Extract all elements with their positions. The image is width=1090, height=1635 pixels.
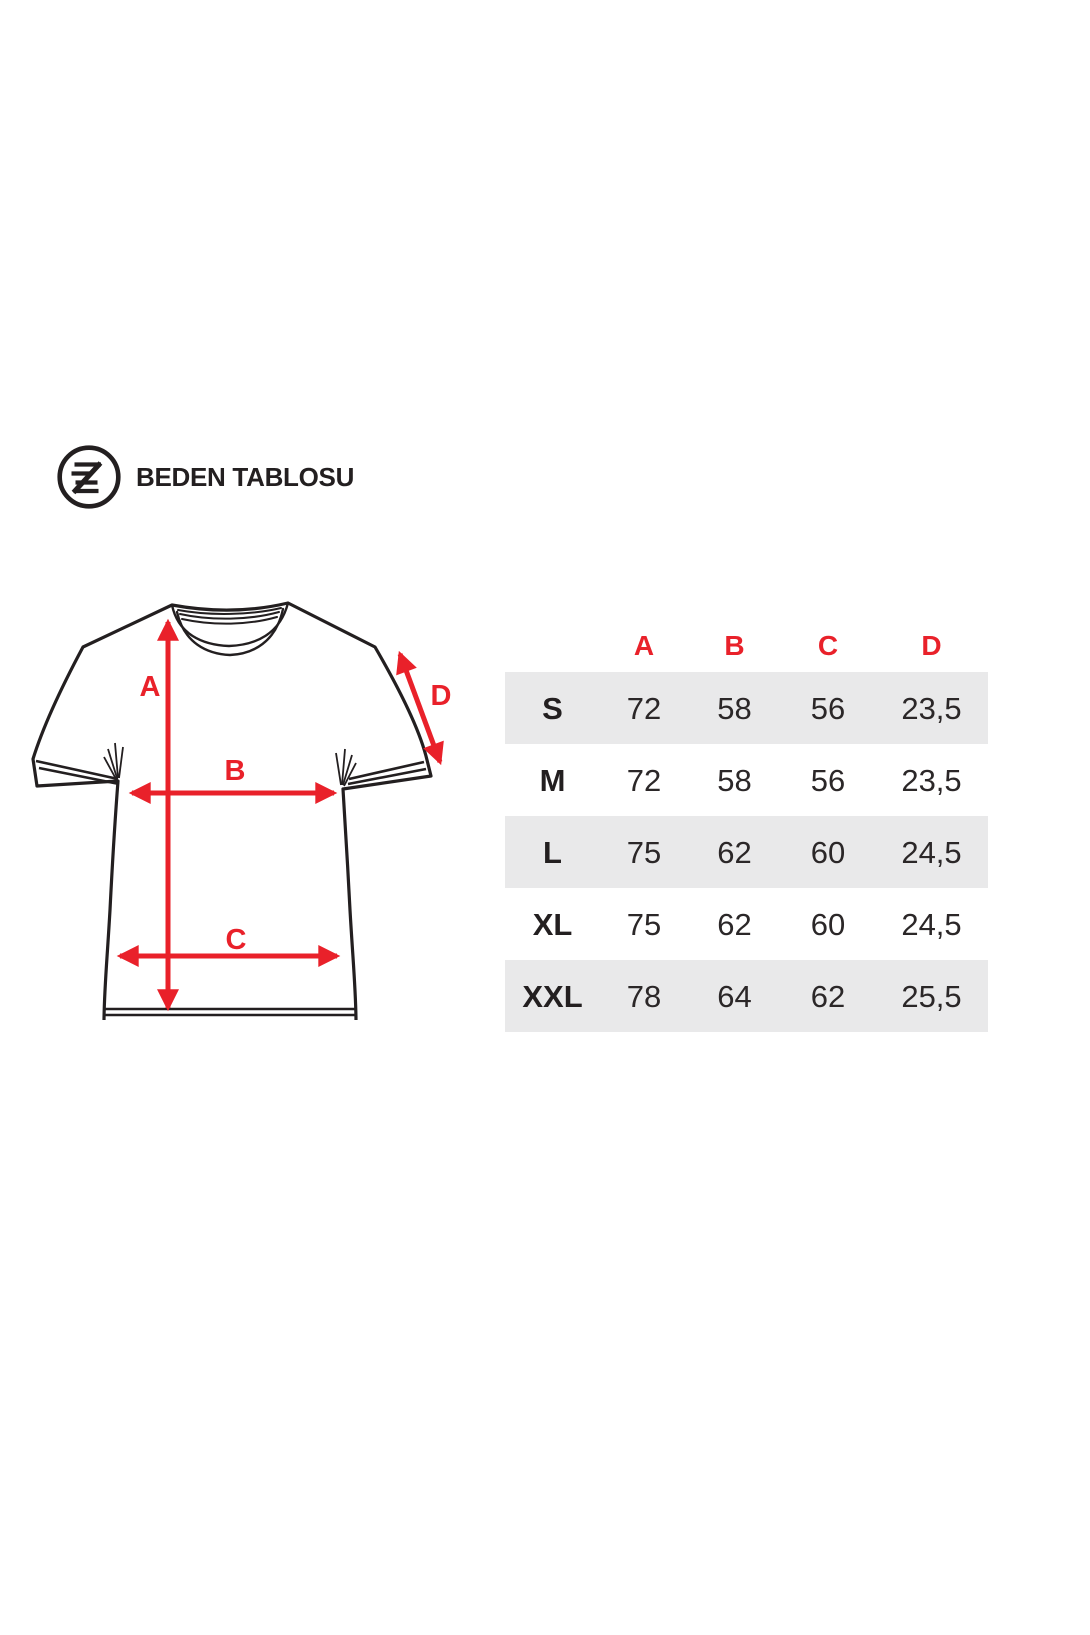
cell-c: 56 (810, 690, 846, 726)
measure-label-d: D (431, 680, 452, 712)
cell-b: 58 (717, 762, 752, 798)
size-table: A B C D S 72 58 56 23,5 M 72 58 56 23,5 … (505, 620, 988, 1032)
cell-b: 62 (717, 834, 752, 870)
cell-c: 56 (810, 762, 846, 798)
measure-arrow-d (396, 650, 444, 766)
size-row-xxl: XXL 78 64 62 25,5 (505, 960, 988, 1032)
table-header-row: A B C D (505, 620, 988, 672)
measure-label-b: B (225, 755, 246, 787)
cell-a: 72 (626, 690, 662, 726)
cell-d: 23,5 (901, 762, 962, 798)
cell-a: 78 (626, 978, 662, 1014)
cell-c: 60 (810, 906, 846, 942)
cell-d: 24,5 (901, 906, 962, 942)
cell-d: 23,5 (901, 690, 962, 726)
size-cell: L (543, 834, 562, 870)
tshirt-measurement-diagram: A B C D (31, 601, 452, 1020)
size-row-s: S 72 58 56 23,5 (505, 672, 988, 744)
cell-a: 72 (626, 762, 662, 798)
column-header-b: B (724, 630, 745, 661)
armpit-creases-left (103, 742, 124, 780)
cell-a: 75 (626, 906, 662, 942)
size-cell: XL (532, 906, 573, 942)
cell-b: 62 (717, 906, 752, 942)
measure-label-a: A (140, 671, 161, 703)
cell-c: 62 (810, 978, 846, 1014)
hem-lines (104, 1007, 356, 1017)
size-cell: S (542, 690, 563, 726)
cell-a: 75 (626, 834, 662, 870)
column-header-d: D (921, 630, 942, 661)
page-title: BEDEN TABLOSU (136, 461, 355, 492)
size-cell: M (539, 762, 566, 798)
column-header-a: A (633, 630, 655, 661)
brand-logo-icon (57, 445, 121, 509)
cell-b: 58 (717, 690, 752, 726)
cell-c: 60 (810, 834, 846, 870)
cell-b: 64 (717, 978, 752, 1014)
size-cell: XXL (522, 978, 583, 1014)
brand-header: BEDEN TABLOSU (56, 444, 354, 510)
size-row-l: L 75 62 60 24,5 (505, 816, 988, 888)
sleeve-cuff-left (35, 759, 120, 786)
measure-label-c: C (226, 924, 247, 956)
armpit-creases-right (335, 748, 357, 787)
size-row-xl: XL 75 62 60 24,5 (505, 888, 988, 960)
cell-d: 24,5 (901, 834, 962, 870)
collar-detail (170, 601, 290, 657)
column-header-c: C (817, 630, 839, 661)
size-row-m: M 72 58 56 23,5 (505, 744, 988, 816)
cell-d: 25,5 (901, 978, 962, 1014)
tshirt-outline (31, 601, 433, 1020)
